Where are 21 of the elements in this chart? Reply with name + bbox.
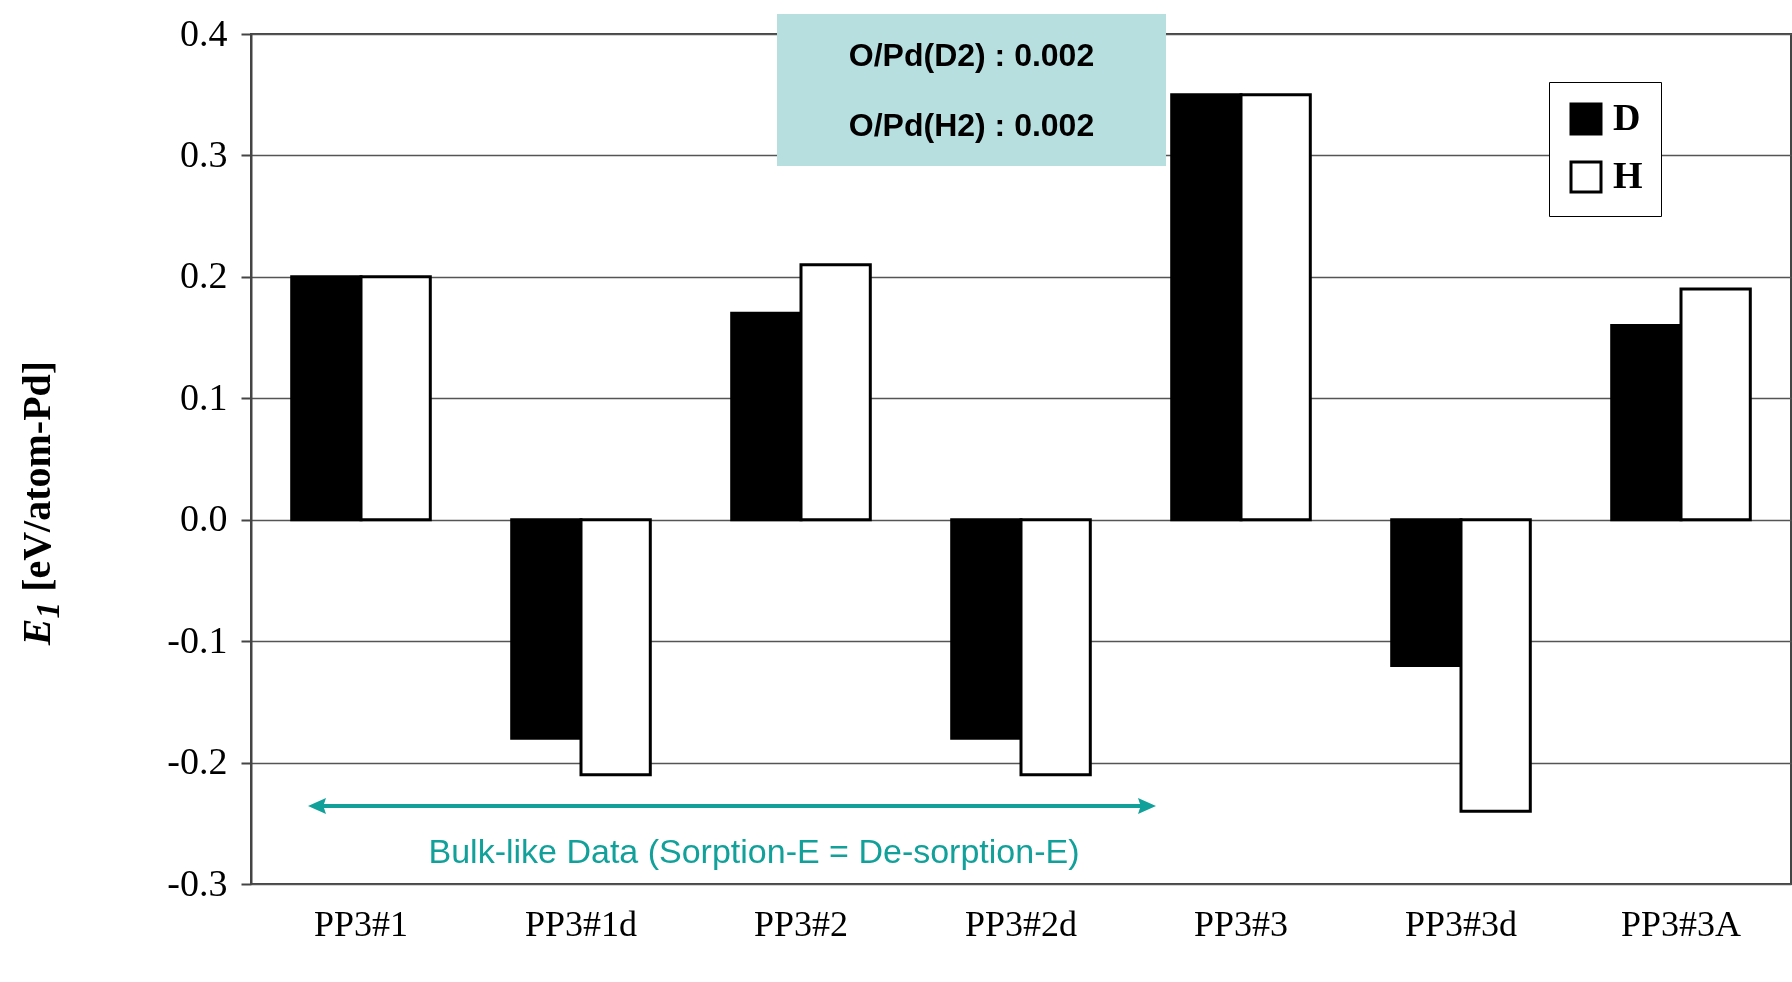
y-tick-label: -0.2 — [167, 740, 228, 783]
x-tick-label: PP3#1d — [524, 903, 638, 944]
y-tick-label: 0.4 — [180, 11, 228, 54]
x-tick-label: PP3#2d — [964, 903, 1078, 944]
y-tick-label: -0.3 — [167, 861, 228, 904]
x-tick-label: PP3#3d — [1404, 903, 1518, 944]
legend-label: D — [1613, 96, 1641, 138]
y-tick-label: 0.0 — [180, 497, 228, 540]
y-tick-label: 0.3 — [180, 132, 228, 175]
x-tick-label: PP3#1 — [313, 903, 409, 944]
y-tick-label: 0.1 — [180, 375, 228, 418]
legend-label: H — [1613, 154, 1643, 196]
annotation: O/Pd(H2) : 0.002 — [848, 106, 1095, 144]
annotation: O/Pd(D2) : 0.002 — [848, 36, 1095, 74]
x-tick-label: PP3#2 — [753, 903, 849, 944]
y-tick-label: -0.1 — [167, 618, 228, 661]
annotation: Bulk-like Data (Sorption-E = De-sorption-E) — [428, 831, 1080, 871]
x-tick-label: PP3#3A — [1620, 903, 1742, 944]
y-tick-label: 0.2 — [180, 254, 228, 297]
x-tick-label: PP3#3 — [1193, 903, 1289, 944]
note-box: O/Pd(D2) : 0.002 O/Pd(H2) : 0.002 — [777, 14, 1166, 166]
